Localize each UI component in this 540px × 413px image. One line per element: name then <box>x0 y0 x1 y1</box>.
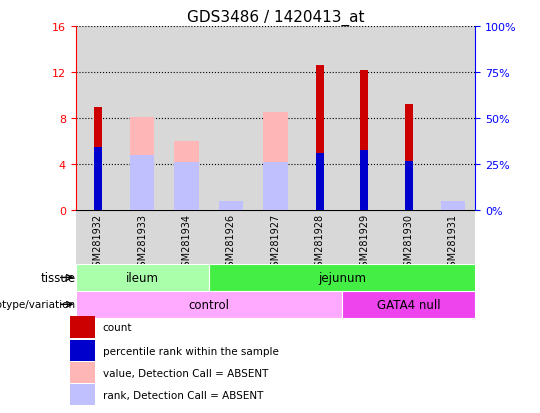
Bar <box>441 207 465 211</box>
Bar <box>209 211 253 264</box>
Bar <box>342 291 475 318</box>
Text: ileum: ileum <box>126 271 159 284</box>
Bar <box>209 264 475 291</box>
Bar <box>164 27 209 211</box>
Bar <box>360 151 368 211</box>
Bar <box>120 27 164 211</box>
Text: rank, Detection Call = ABSENT: rank, Detection Call = ABSENT <box>103 389 263 399</box>
Bar <box>431 27 475 211</box>
Bar <box>387 27 431 211</box>
Text: GSM281931: GSM281931 <box>448 213 458 272</box>
Text: tissue: tissue <box>40 271 76 284</box>
Bar <box>298 211 342 264</box>
Bar <box>298 27 342 211</box>
Bar <box>209 27 253 211</box>
Bar <box>70 384 94 405</box>
Bar <box>174 162 199 211</box>
Text: GSM281932: GSM281932 <box>93 213 103 272</box>
Text: GSM281933: GSM281933 <box>137 213 147 272</box>
Text: GSM281927: GSM281927 <box>271 213 280 273</box>
Text: GSM281928: GSM281928 <box>315 213 325 272</box>
Bar <box>70 362 94 383</box>
Text: GSM281934: GSM281934 <box>181 213 192 272</box>
Bar <box>120 211 164 264</box>
Bar <box>94 147 102 211</box>
Bar <box>70 340 94 362</box>
Bar <box>130 118 154 211</box>
Text: GATA4 null: GATA4 null <box>377 298 441 311</box>
Bar <box>316 153 324 211</box>
Text: genotype/variation: genotype/variation <box>0 299 76 310</box>
Title: GDS3486 / 1420413_at: GDS3486 / 1420413_at <box>187 9 364 26</box>
Bar <box>76 27 120 211</box>
Text: control: control <box>188 298 230 311</box>
Bar <box>164 211 209 264</box>
Bar <box>253 211 298 264</box>
Bar <box>316 66 324 211</box>
Bar <box>253 27 298 211</box>
Bar <box>404 161 413 211</box>
Bar <box>76 264 209 291</box>
Text: percentile rank within the sample: percentile rank within the sample <box>103 346 279 356</box>
Text: count: count <box>103 322 132 332</box>
Bar <box>130 156 154 211</box>
Text: GSM281929: GSM281929 <box>359 213 369 272</box>
Bar <box>219 202 243 211</box>
Bar <box>404 105 413 211</box>
Text: value, Detection Call = ABSENT: value, Detection Call = ABSENT <box>103 368 268 378</box>
Text: GSM281926: GSM281926 <box>226 213 236 272</box>
Bar <box>76 211 120 264</box>
Bar <box>441 202 465 211</box>
Bar <box>94 107 102 211</box>
Bar <box>70 317 94 338</box>
Bar <box>76 291 342 318</box>
Bar <box>387 211 431 264</box>
Bar <box>342 27 387 211</box>
Text: GSM281930: GSM281930 <box>403 213 414 272</box>
Bar <box>263 162 288 211</box>
Bar <box>431 211 475 264</box>
Bar <box>174 142 199 211</box>
Bar <box>342 211 387 264</box>
Bar <box>263 113 288 211</box>
Bar <box>360 71 368 211</box>
Text: jejunum: jejunum <box>318 271 366 284</box>
